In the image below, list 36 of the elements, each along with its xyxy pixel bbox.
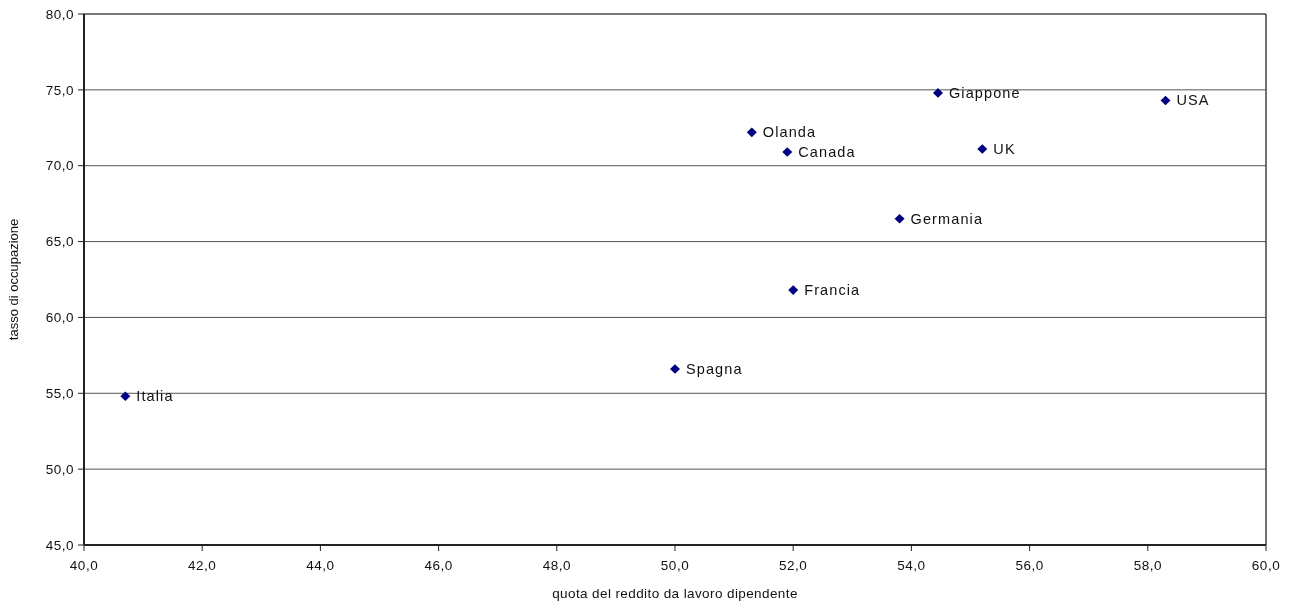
y-tick-label: 55,0 (45, 386, 74, 402)
point (788, 285, 799, 295)
x-tick-label: 42,0 (188, 558, 217, 573)
y-tick-label: 80,0 (45, 6, 74, 22)
x-tick-label: 60,0 (1251, 558, 1281, 573)
x-tick-label: 54,0 (897, 558, 926, 573)
annotation: USA (1176, 92, 1210, 109)
point (932, 88, 943, 98)
x-tick-label: 56,0 (1015, 558, 1044, 573)
x-tick-label: 58,0 (1133, 558, 1162, 573)
annotation: Giappone (948, 84, 1021, 101)
y-axis-title: tasso di occupazione (6, 218, 21, 341)
x-tick-label: 50,0 (660, 558, 690, 573)
point (894, 214, 905, 224)
annotation: Francia (804, 282, 861, 299)
y-tick-label: 75,0 (45, 82, 74, 98)
annotation: Canada (798, 144, 856, 161)
y-tick-label: 50,0 (45, 461, 74, 477)
point (782, 147, 793, 157)
x-tick-label: 40,0 (69, 558, 99, 573)
point (977, 144, 988, 154)
point (746, 127, 757, 138)
y-tick-label: 70,0 (45, 158, 74, 174)
y-tick-label: 60,0 (45, 310, 74, 326)
x-tick-label: 44,0 (306, 558, 335, 573)
x-tick-label: 46,0 (424, 558, 453, 573)
x-tick-label: 52,0 (779, 558, 808, 573)
annotation: Germania (910, 210, 984, 227)
annotation: Spagna (686, 361, 743, 378)
x-tick-label: 48,0 (542, 558, 571, 573)
y-tick-label: 65,0 (45, 234, 74, 250)
point (120, 391, 131, 402)
annotation: UK (993, 141, 1016, 158)
y-tick-label: 45,0 (45, 537, 74, 553)
annotation: Olanda (762, 124, 817, 141)
x-axis-title: quota del reddito da lavoro dipendente (552, 586, 798, 601)
